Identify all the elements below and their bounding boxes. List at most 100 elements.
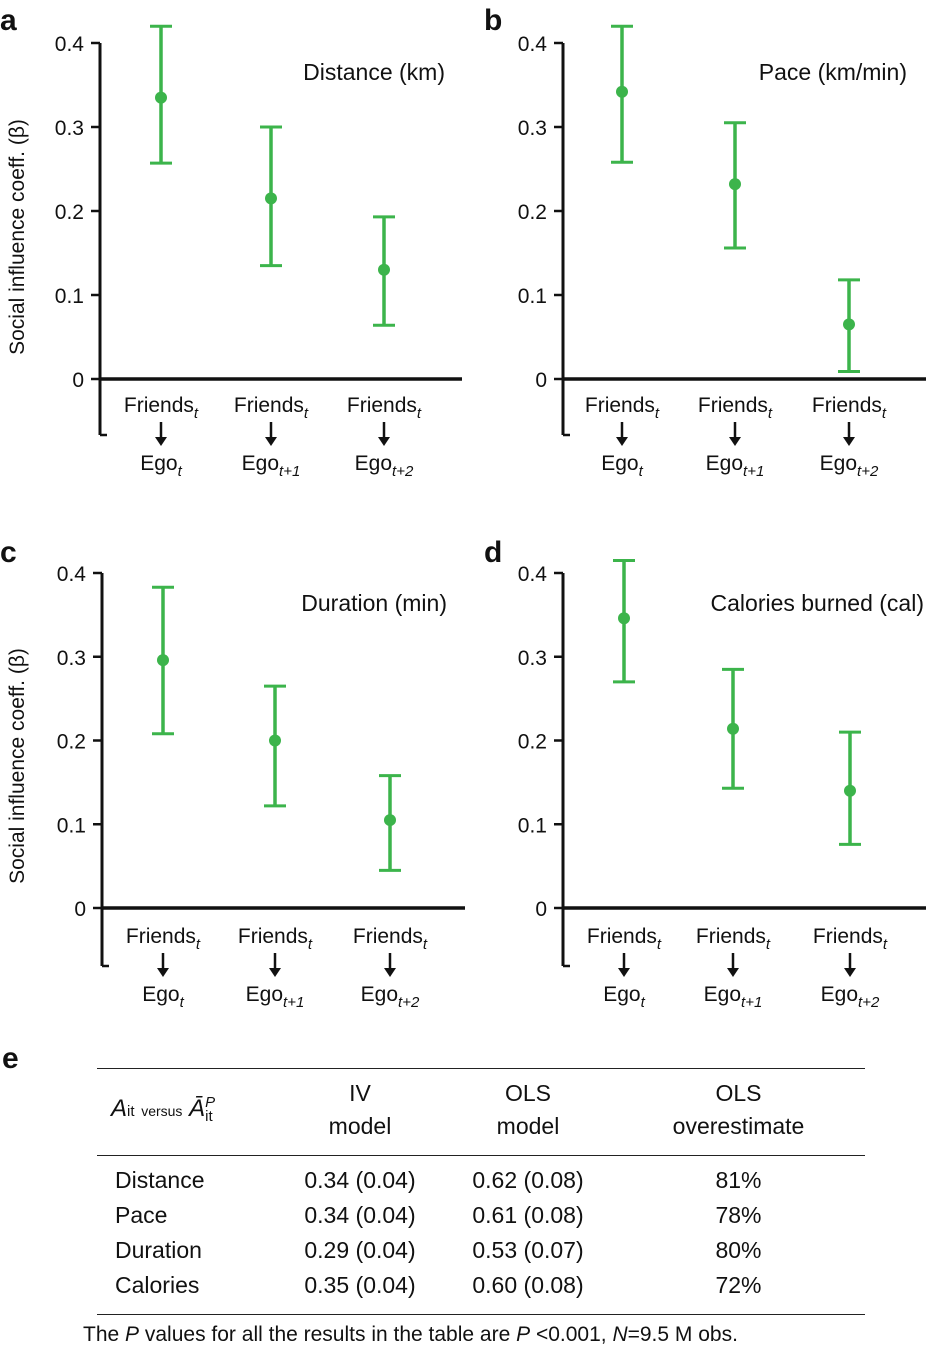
panel-label: d: [484, 536, 502, 569]
overestimate-value: 81%: [715, 1167, 762, 1193]
category-label-top: Friendst: [698, 394, 773, 422]
category-label-bottom: Egot+2: [361, 983, 420, 1011]
category-label-bottom: Egot+1: [704, 983, 763, 1011]
col-header-ols: OLS model: [496, 1080, 560, 1139]
category-label-bottom: Egot+2: [821, 983, 880, 1011]
panel-label-e: e: [2, 1042, 19, 1075]
y-tick-label: 0: [535, 369, 547, 392]
row-name: Distance: [115, 1167, 205, 1193]
data-point: [727, 722, 739, 735]
arrow-down-icon: [843, 437, 855, 446]
y-tick-label: 0.2: [518, 731, 547, 754]
overestimate-value: 80%: [715, 1237, 762, 1263]
arrow-down-icon: [157, 968, 169, 977]
table-row: Distance 0.34 (0.04) 0.62 (0.08) 81%: [97, 1156, 865, 1199]
table-footnote: The P values for all the results in the …: [83, 1323, 738, 1346]
overestimate-value: 78%: [715, 1202, 762, 1228]
y-axis-title: Social influence coeff. (β): [6, 648, 29, 884]
col-header-overestimate: OLS overestimate: [672, 1080, 805, 1139]
arrow-down-icon: [378, 437, 390, 446]
table-row: Duration 0.29 (0.04) 0.53 (0.07) 80%: [97, 1233, 865, 1268]
arrow-down-icon: [618, 968, 630, 977]
panel-a: a 0 0.1 0.2 0.3 0.4 Social influence coeff. (β…: [0, 4, 462, 480]
panel-title: Pace (km/min): [759, 59, 907, 85]
col-header-iv: IV model: [328, 1080, 392, 1139]
y-tick-label: 0: [72, 369, 84, 392]
category-label-top: Friendst: [585, 394, 660, 422]
data-point: [269, 734, 281, 747]
panel-b: b 0 0.1 0.2 0.3 0.4 Pace (km/min) Friendst Egot F…: [484, 4, 926, 480]
category-label-top: Friendst: [696, 925, 771, 953]
arrow-down-icon: [727, 968, 739, 977]
panel-title: Distance (km): [303, 59, 445, 85]
arrow-down-icon: [729, 437, 741, 446]
ols-value: 0.53 (0.07): [472, 1237, 584, 1263]
category-label-top: Friendst: [124, 394, 199, 422]
data-point: [265, 192, 277, 205]
ols-value: 0.61 (0.08): [472, 1202, 584, 1228]
data-point: [843, 318, 855, 331]
y-tick-label: 0.2: [57, 731, 86, 754]
y-tick-label: 0.3: [57, 647, 86, 670]
data-point: [616, 85, 628, 98]
iv-value: 0.29 (0.04): [304, 1237, 416, 1263]
y-tick-label: 0.3: [518, 647, 547, 670]
charts-area: a 0 0.1 0.2 0.3 0.4 Social influence coeff. (β…: [0, 4, 926, 1011]
category-label-top: Friendst: [126, 925, 201, 953]
panel-label: c: [0, 536, 17, 569]
iv-value: 0.35 (0.04): [304, 1272, 416, 1298]
arrow-down-icon: [384, 968, 396, 977]
category-label-bottom: Egot: [140, 452, 182, 480]
arrow-down-icon: [616, 437, 628, 446]
data-point: [618, 612, 630, 625]
y-tick-label: 0.2: [518, 201, 547, 224]
category-label-top: Friendst: [587, 925, 662, 953]
data-point: [384, 814, 396, 827]
panel-title: Duration (min): [301, 590, 447, 616]
data-point: [378, 263, 390, 276]
category-label-bottom: Egot+2: [355, 452, 414, 480]
arrow-down-icon: [844, 968, 856, 977]
y-tick-label: 0.4: [55, 33, 85, 56]
category-label-top: Friendst: [234, 394, 309, 422]
overestimate-value: 72%: [715, 1272, 762, 1298]
panel-title: Calories burned (cal): [711, 590, 924, 616]
row-name: Calories: [115, 1272, 200, 1298]
ols-value: 0.60 (0.08): [472, 1272, 584, 1298]
category-label-bottom: Egot: [142, 983, 184, 1011]
y-axis-title: Social influence coeff. (β): [6, 119, 29, 355]
y-tick-label: 0.4: [518, 563, 548, 586]
y-tick-label: 0.2: [55, 201, 84, 224]
y-tick-label: 0.3: [55, 117, 84, 140]
table-row: Calories 0.35 (0.04) 0.60 (0.08) 72%: [97, 1268, 865, 1315]
arrow-down-icon: [265, 437, 277, 446]
category-label-bottom: Egot+1: [706, 452, 765, 480]
panel-label: b: [484, 4, 502, 37]
category-label-top: Friendst: [347, 394, 422, 422]
data-point: [729, 178, 741, 191]
category-label-bottom: Egot: [603, 983, 645, 1011]
y-tick-label: 0.3: [518, 117, 547, 140]
category-label-bottom: Egot+2: [820, 452, 879, 480]
data-point: [844, 784, 856, 797]
y-tick-label: 0.4: [57, 563, 87, 586]
category-label-top: Friendst: [353, 925, 428, 953]
panel-d: d 0 0.1 0.2 0.3 0.4 Calories burned (cal) Frien…: [484, 536, 926, 1011]
category-label-top: Friendst: [812, 394, 887, 422]
y-tick-label: 0.1: [518, 285, 547, 308]
y-tick-label: 0.1: [55, 285, 84, 308]
iv-value: 0.34 (0.04): [304, 1167, 416, 1193]
table-row: Pace 0.34 (0.04) 0.61 (0.08) 78%: [97, 1198, 865, 1233]
y-tick-label: 0.1: [57, 814, 86, 837]
category-label-top: Friendst: [813, 925, 888, 953]
panel-c: c 0 0.1 0.2 0.3 0.4 Social influence coeff. (β…: [0, 536, 465, 1011]
y-tick-label: 0: [535, 898, 547, 921]
y-tick-label: 0.4: [518, 33, 548, 56]
y-tick-label: 0.1: [518, 814, 547, 837]
arrow-down-icon: [155, 437, 167, 446]
